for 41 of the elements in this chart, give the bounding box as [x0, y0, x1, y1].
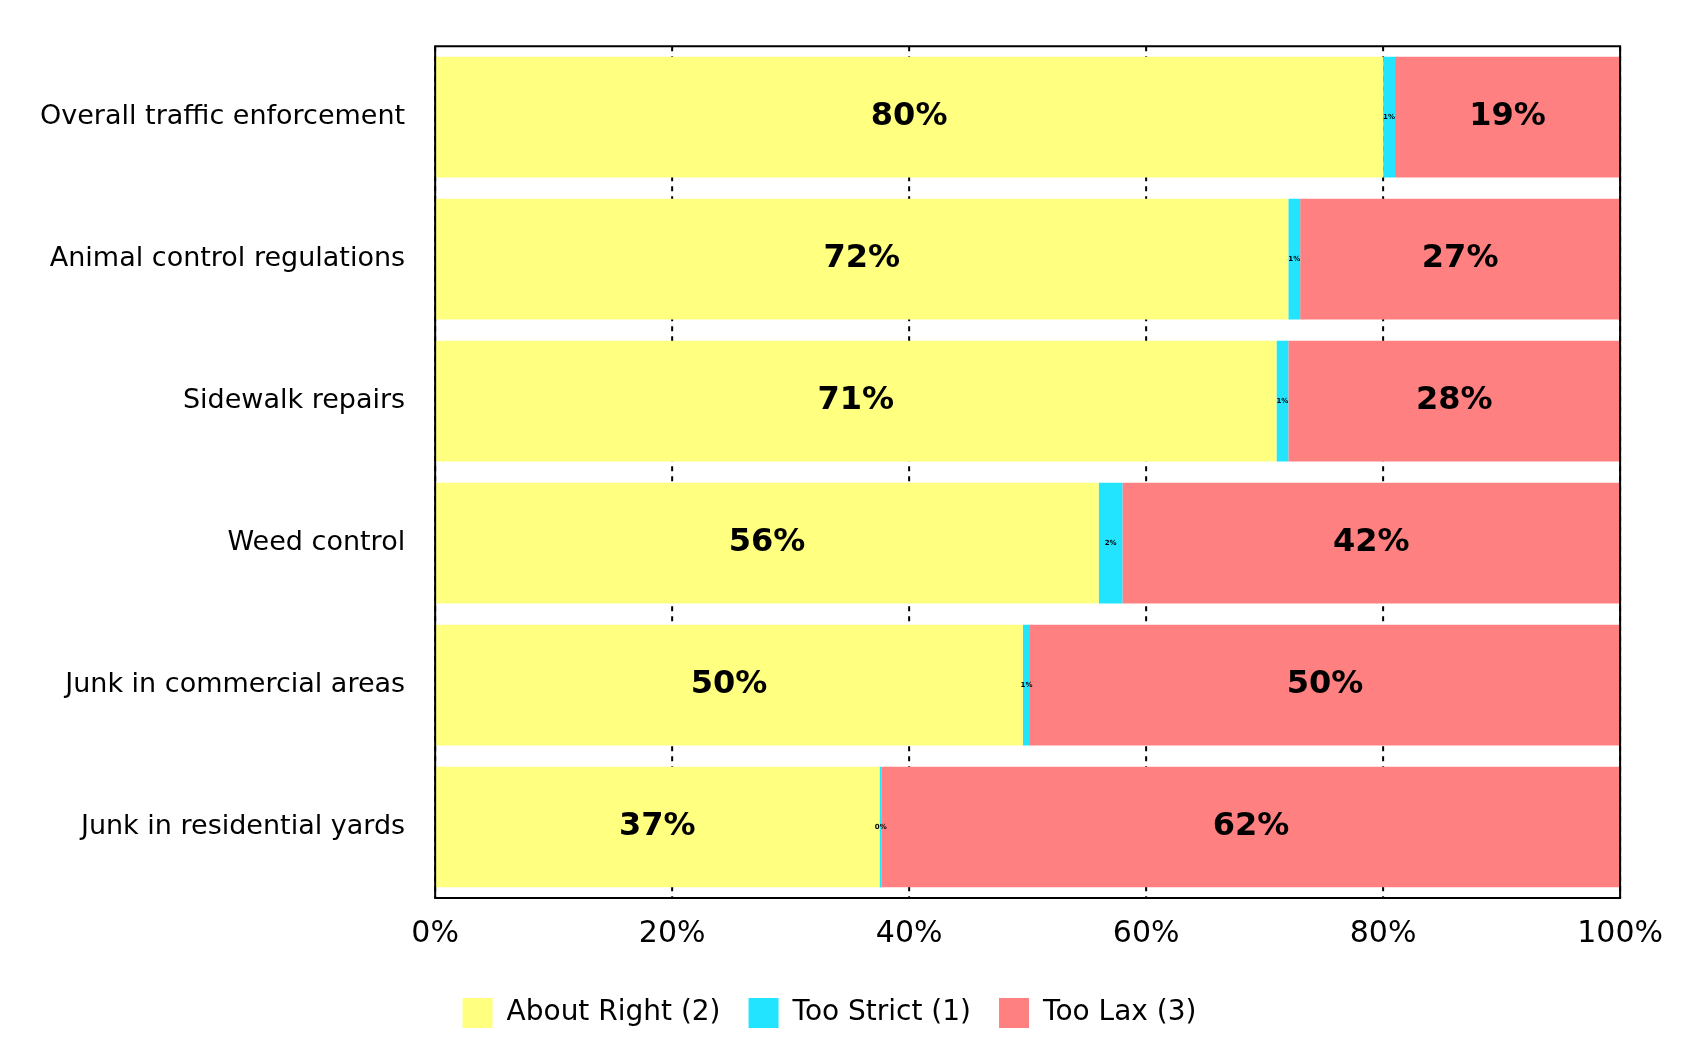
legend-label: Too Strict (1): [791, 994, 972, 1028]
bar: [435, 56, 1384, 178]
bar: [435, 624, 1023, 746]
bar: [1383, 56, 1395, 178]
data-label: 50%: [1286, 663, 1364, 702]
data-label: 19%: [1469, 95, 1546, 134]
bar: [1122, 482, 1621, 604]
x-tick-label: 40%: [875, 913, 943, 949]
bar: [435, 340, 1277, 462]
x-tick-label: 20%: [638, 913, 706, 949]
data-label: 62%: [1212, 805, 1290, 844]
bar: [1276, 340, 1289, 462]
y-tick-label: Junk in residential yards: [78, 809, 406, 841]
x-tick-label: 0%: [411, 913, 459, 949]
y-tick-label: Weed control: [227, 525, 406, 557]
x-tick-label: 100%: [1577, 913, 1664, 949]
y-tick-label: Sidewalk repairs: [182, 383, 406, 415]
data-label: 28%: [1415, 379, 1493, 418]
bar: [1394, 56, 1621, 178]
x-tick-label: 60%: [1112, 913, 1180, 949]
legend-label: Too Lax (3): [1042, 994, 1197, 1028]
bar: [1288, 340, 1621, 462]
bar: [435, 482, 1099, 604]
y-tick-label: Junk in commercial areas: [63, 667, 406, 699]
x-tick-label: 80%: [1349, 913, 1417, 949]
bar: [1288, 198, 1301, 320]
bar: [1098, 482, 1123, 604]
data-label: 50%: [690, 663, 768, 702]
data-label: 71%: [817, 379, 895, 418]
bar: [1022, 624, 1031, 746]
data-label: 80%: [870, 95, 948, 134]
bar: [1300, 198, 1621, 320]
data-label: 42%: [1332, 521, 1410, 560]
y-tick-label: Animal control regulations: [49, 241, 406, 273]
data-label: 27%: [1421, 237, 1499, 276]
data-label: 37%: [619, 805, 696, 844]
data-label: 56%: [728, 521, 806, 560]
bar: [435, 198, 1289, 320]
y-tick-label: Overall traffic enforcement: [39, 99, 406, 131]
legend-label: About Right (2): [506, 994, 721, 1028]
data-label: 72%: [823, 237, 901, 276]
